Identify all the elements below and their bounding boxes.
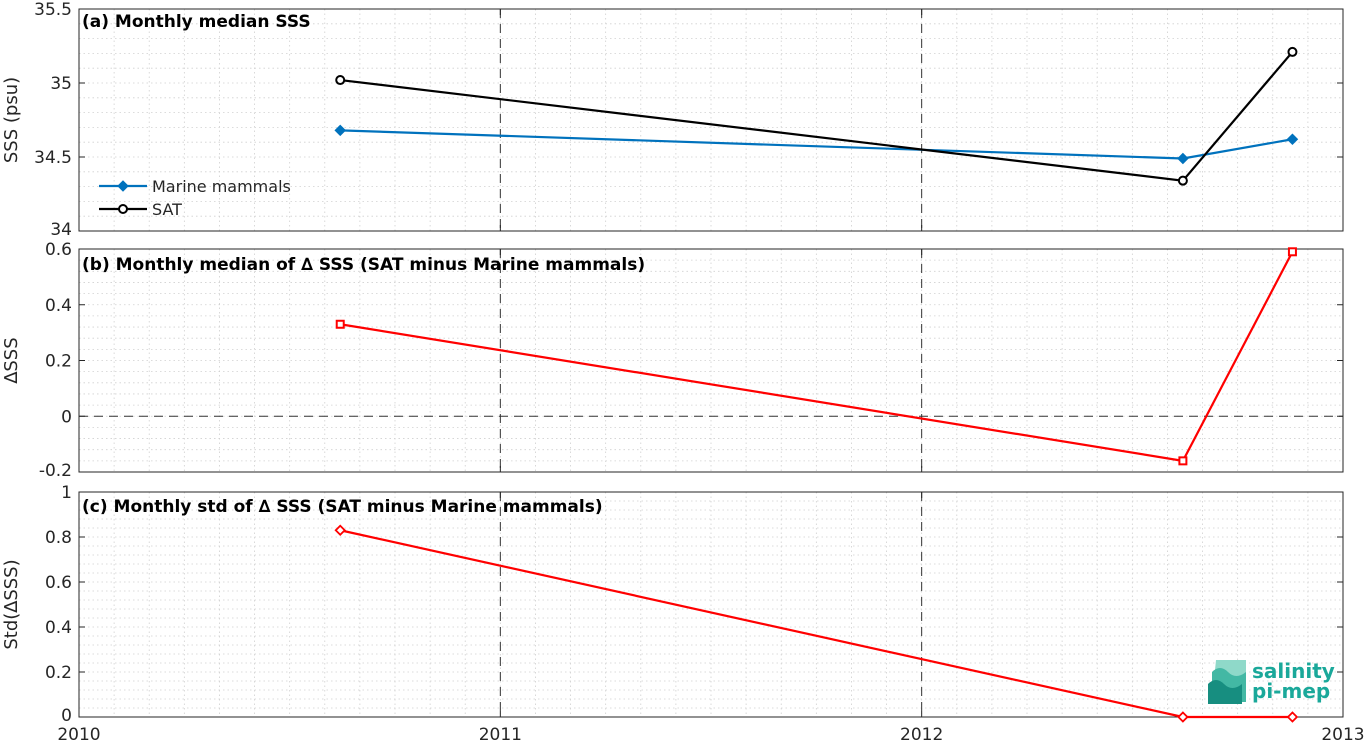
legend-label: SAT <box>152 200 182 219</box>
data-point <box>1286 711 1299 723</box>
y-tick-label: 35 <box>50 74 72 94</box>
logo-line1: salinity <box>1252 659 1335 683</box>
legend-marker <box>117 180 129 192</box>
y-axis-label: ∆SSS <box>1 337 22 384</box>
series-delta <box>335 247 1297 466</box>
legend-marker <box>118 204 128 214</box>
y-tick-label: 0.2 <box>45 352 72 372</box>
data-point <box>1178 456 1188 466</box>
logo-waves-icon <box>1208 660 1246 704</box>
y-tick-label: 0.2 <box>45 663 72 683</box>
data-point <box>1287 247 1297 257</box>
legend-label: Marine mammals <box>152 177 291 196</box>
y-tick-label: 0.4 <box>45 296 72 316</box>
series-delta <box>334 524 1299 723</box>
y-tick-label: 0 <box>61 407 72 427</box>
series-marine-mammals <box>334 124 1299 165</box>
series-line <box>340 51 1294 182</box>
axes-box <box>78 491 1344 718</box>
data-point <box>335 75 346 86</box>
panel-title: (a) Monthly median SSS <box>82 12 311 32</box>
y-tick-label: 0.6 <box>45 573 72 593</box>
x-tick-label: 2010 <box>57 725 100 745</box>
data-point <box>1287 46 1298 57</box>
x-tick-label: 2011 <box>479 725 522 745</box>
y-tick-label: 0.4 <box>45 618 72 638</box>
salinity-pi-mep-logo: salinity pi-mep <box>1208 659 1335 704</box>
y-tick-label: 34.5 <box>34 148 72 168</box>
y-tick-label: -0.2 <box>39 461 72 481</box>
y-axis-label: Std(∆SSS) <box>1 559 22 649</box>
legend: Marine mammals SAT <box>99 177 291 219</box>
y-tick-label: 0.6 <box>45 240 72 260</box>
series-sat <box>335 46 1298 186</box>
data-point <box>1177 152 1189 165</box>
logo-line2: pi-mep <box>1252 679 1330 703</box>
axes-box <box>78 8 1344 232</box>
y-tick-label: 34 <box>50 220 72 240</box>
y-tick-label: 0.8 <box>45 528 72 548</box>
y-tick-label: 0 <box>61 706 72 726</box>
panel-2: -0.2 0 0.2 0.4 0.6 ∆SSS (b) Monthly median of … <box>1 240 1344 481</box>
y-tick-label: 35.5 <box>34 0 72 20</box>
data-point <box>1177 711 1189 723</box>
data-point <box>335 319 345 329</box>
panel-title: (b) Monthly median of ∆ SSS (SAT minus M… <box>82 255 645 275</box>
data-point <box>1177 175 1188 186</box>
data-point <box>334 524 346 537</box>
data-point <box>1286 133 1299 146</box>
y-axis-label: SSS (psu) <box>1 77 22 163</box>
x-tick-label: 2012 <box>900 725 943 745</box>
y-tick-label: 1 <box>61 483 72 503</box>
panel-3: 0 0.2 0.4 0.6 0.8 1 2010 2011 2012 2013 Std(∆SSS) (… <box>1 483 1365 745</box>
x-tick-label: 2013 <box>1321 725 1364 745</box>
panel-title: (c) Monthly std of ∆ SSS (SAT minus Mari… <box>82 497 603 517</box>
panel-1: 34 34.5 35 35.5 SSS (psu) (a) Monthly median … <box>1 0 1344 240</box>
data-point <box>334 124 346 137</box>
